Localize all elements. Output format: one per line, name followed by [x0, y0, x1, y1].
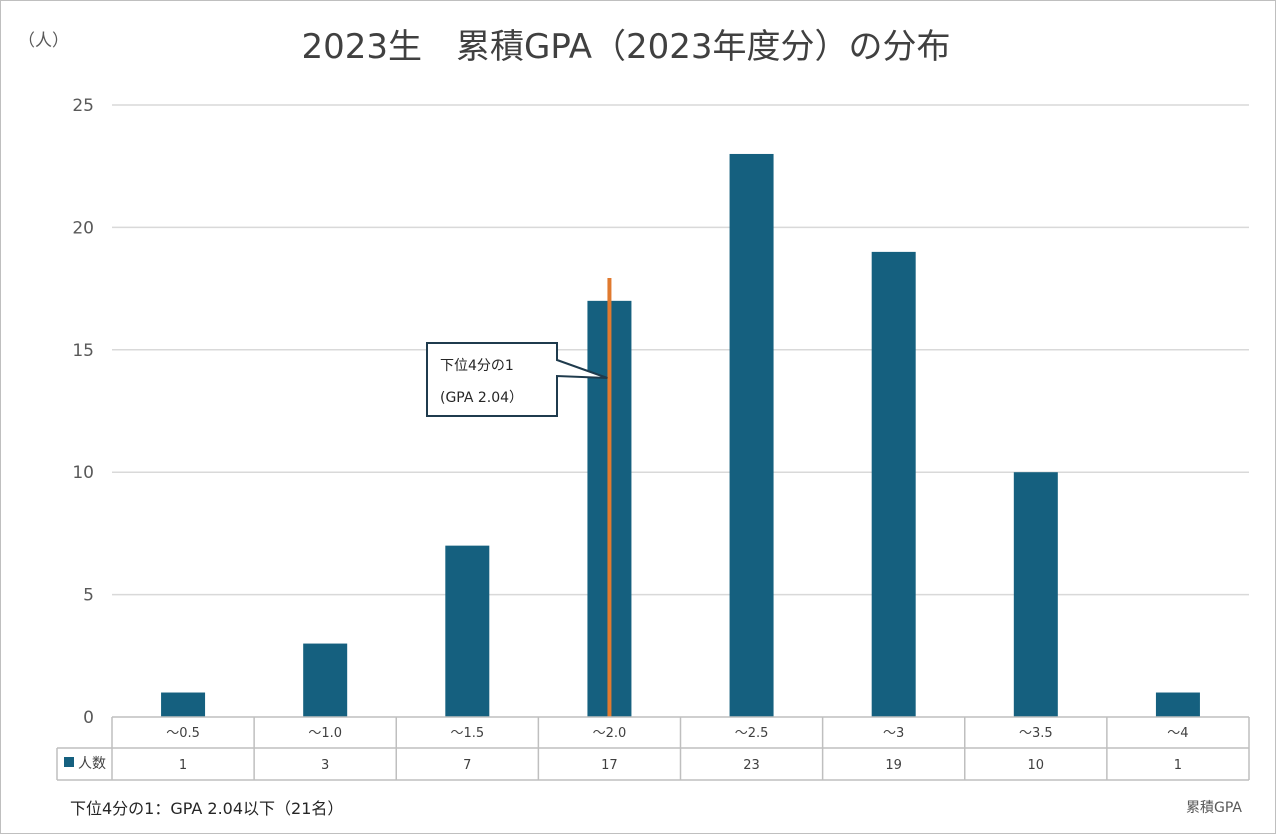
callout-line2: (GPA 2.04） [440, 390, 523, 406]
y-tick-label: 5 [83, 586, 94, 606]
x-tick-label: ～4 [1167, 726, 1188, 741]
data-table-value: 19 [885, 758, 902, 773]
footnote: 下位4分の1：GPA 2.04以下（21名） [70, 799, 343, 818]
y-tick-label: 20 [72, 218, 94, 238]
x-tick-label: ～0.5 [166, 726, 200, 741]
data-table-value: 10 [1028, 758, 1045, 773]
data-table-value: 23 [743, 758, 760, 773]
y-tick-label: 10 [72, 463, 94, 483]
bar [303, 643, 348, 717]
legend-series-name: 人数 [78, 756, 106, 772]
y-tick-label: 15 [72, 341, 94, 361]
callout-box [426, 342, 608, 417]
x-tick-label: ～3 [883, 726, 904, 741]
y-axis-ticks: 0 5 10 15 20 25 [72, 96, 94, 728]
y-unit-label: （人） [18, 31, 69, 51]
data-table: ～0.5 1 ～1.0 3 ～1.5 7 ～2.0 17 ～2.5 23 ～3 19 ～3.5 10 ～4 1… [56, 716, 1250, 781]
chart-title: 2023生 累積GPA（2023年度分）の分布 [302, 27, 951, 67]
bar [729, 153, 774, 717]
bar [1155, 692, 1200, 717]
y-tick-label: 0 [83, 708, 94, 728]
x-tick-label: ～2.0 [593, 726, 627, 741]
bar [871, 251, 916, 717]
legend-swatch [64, 757, 74, 767]
data-table-value: 7 [463, 758, 471, 773]
data-table-value: 3 [321, 758, 329, 773]
x-tick-label: ～1.5 [450, 726, 484, 741]
bar [1013, 472, 1058, 717]
gridlines [112, 104, 1249, 596]
x-tick-label: ～1.0 [308, 726, 342, 741]
data-table-value: 1 [1174, 758, 1182, 773]
y-tick-label: 25 [72, 96, 94, 116]
x-axis-label: 累積GPA [1186, 800, 1242, 816]
callout: 下位4分の1 (GPA 2.04） [426, 342, 608, 417]
bar [161, 692, 206, 717]
x-tick-label: ～3.5 [1019, 726, 1053, 741]
data-table-value: 1 [179, 758, 187, 773]
data-table-value: 17 [601, 758, 618, 773]
bars [161, 153, 1200, 717]
bar [445, 545, 490, 717]
x-tick-label: ～2.5 [735, 726, 769, 741]
callout-line1: 下位4分の1 [440, 358, 514, 374]
